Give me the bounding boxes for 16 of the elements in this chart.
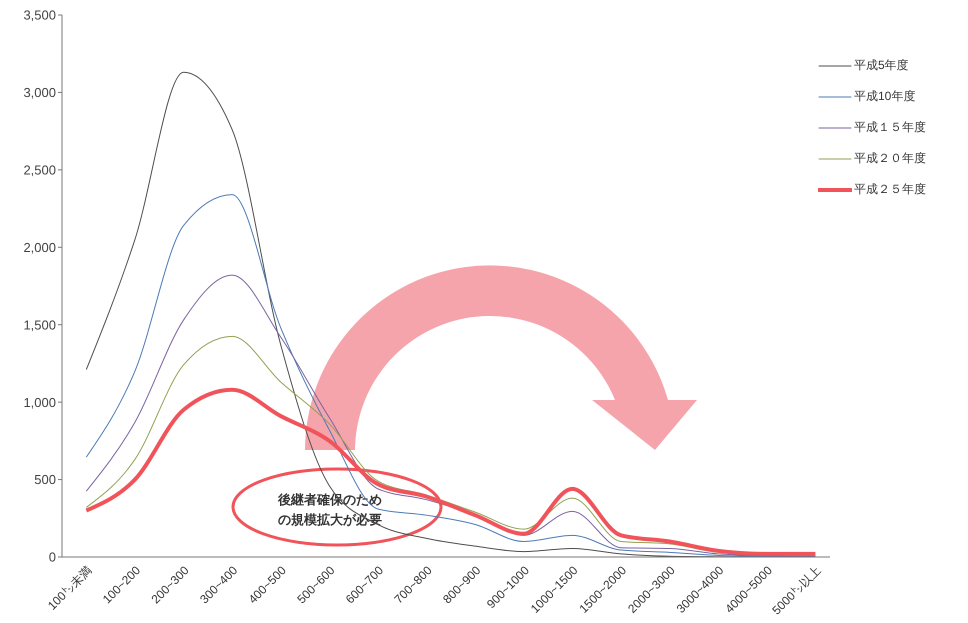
y-tick-label: 0 — [48, 550, 56, 565]
legend-label: 平成10年度 — [854, 88, 916, 105]
y-tick-label: 2,500 — [23, 162, 56, 178]
legend-label: 平成5年度 — [854, 57, 909, 74]
y-tick-label: 2,000 — [23, 240, 56, 255]
line-series — [84, 388, 818, 556]
legend-label: 平成１５年度 — [854, 119, 926, 136]
y-tick-label: 3,000 — [23, 85, 56, 100]
y-tick-label: 3,500 — [23, 8, 56, 23]
legend-label: 平成２０年度 — [854, 150, 926, 167]
y-tick-label: 1,000 — [23, 394, 56, 410]
y-tick-label: 1,500 — [23, 317, 56, 332]
legend-label: 平成２５年度 — [854, 181, 926, 198]
x-tick-label: 100㌧未満 — [44, 563, 94, 613]
y-tick-label: 500 — [34, 472, 56, 488]
line-series — [86, 274, 816, 557]
